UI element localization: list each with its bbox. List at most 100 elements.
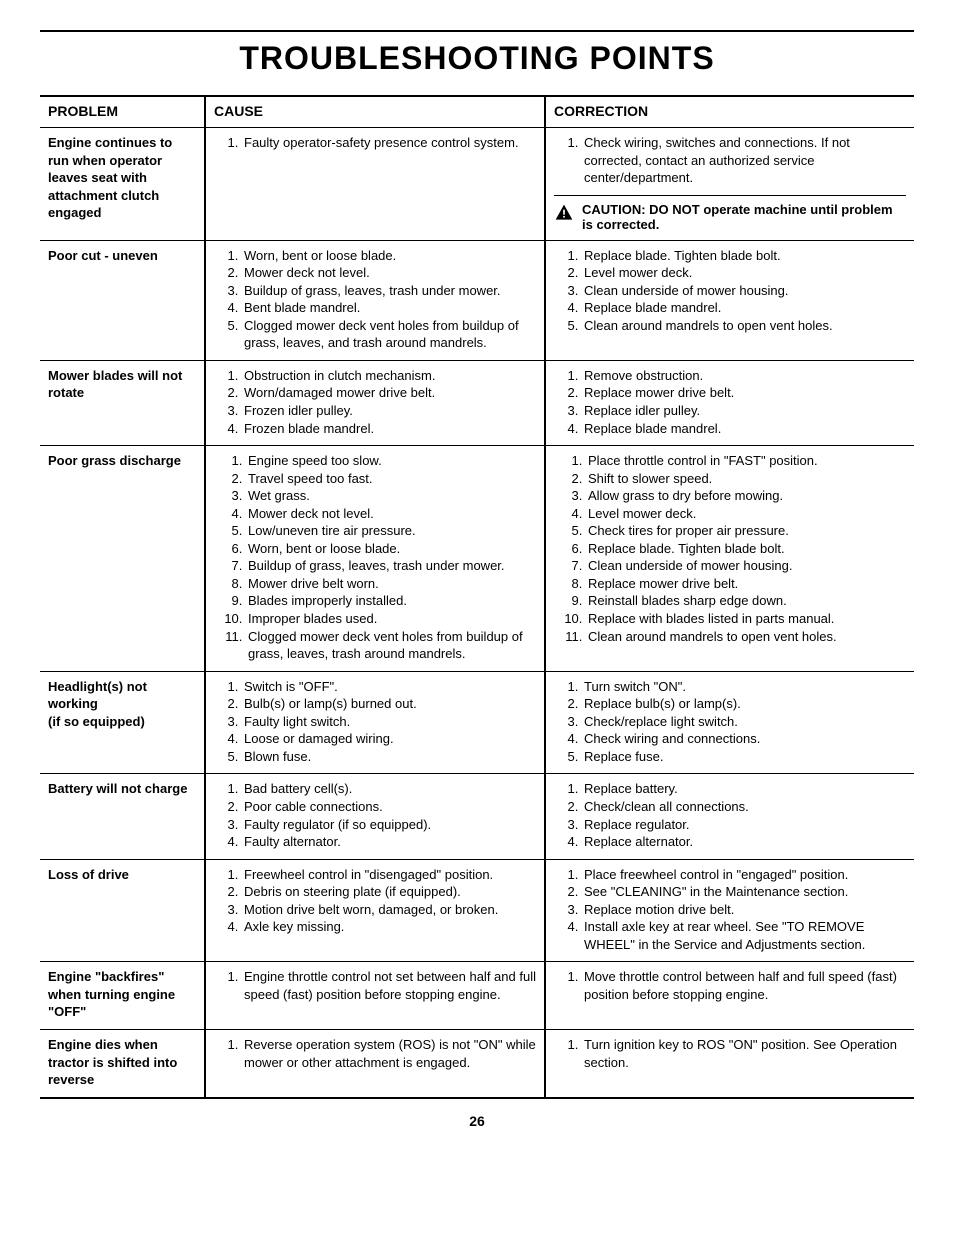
correction-item: Replace mower drive belt. [582, 384, 906, 402]
correction-item: Replace with blades listed in parts manu… [586, 610, 906, 628]
correction-item: Check wiring and connections. [582, 730, 906, 748]
correction-cell: Place freewheel control in "engaged" pos… [545, 859, 914, 962]
col-header-problem: PROBLEM [40, 96, 205, 128]
cause-item: Clogged mower deck vent holes from build… [242, 317, 536, 352]
problem-cell: Mower blades will not rotate [40, 360, 205, 445]
problem-cell: Poor cut - uneven [40, 240, 205, 360]
table-row: Battery will not chargeBad battery cell(… [40, 774, 914, 859]
cause-cell: Bad battery cell(s).Poor cable connectio… [205, 774, 545, 859]
table-row: Mower blades will not rotateObstruction … [40, 360, 914, 445]
correction-item: Replace alternator. [582, 833, 906, 851]
problem-cell: Headlight(s) not working(if so equipped) [40, 671, 205, 774]
caution-block: CAUTION: DO NOT operate machine until pr… [554, 195, 906, 232]
cause-item: Frozen blade mandrel. [242, 420, 536, 438]
cause-item: Blown fuse. [242, 748, 536, 766]
cause-item: Worn, bent or loose blade. [246, 540, 536, 558]
table-row: Engine dies when tractor is shifted into… [40, 1029, 914, 1097]
cause-item: Travel speed too fast. [246, 470, 536, 488]
problem-cell: Engine "backfires" when turning engine "… [40, 962, 205, 1030]
correction-item: Shift to slower speed. [586, 470, 906, 488]
cause-item: Obstruction in clutch mechanism. [242, 367, 536, 385]
cause-item: Wet grass. [246, 487, 536, 505]
cause-item: Engine throttle control not set between … [242, 968, 536, 1003]
correction-item: Reinstall blades sharp edge down. [586, 592, 906, 610]
correction-item: Replace blade mandrel. [582, 420, 906, 438]
cause-item: Buildup of grass, leaves, trash under mo… [242, 282, 536, 300]
correction-item: Replace blade mandrel. [582, 299, 906, 317]
cause-cell: Freewheel control in "disengaged" positi… [205, 859, 545, 962]
correction-item: Place throttle control in "FAST" positio… [586, 452, 906, 470]
correction-cell: Move throttle control between half and f… [545, 962, 914, 1030]
correction-item: Turn switch "ON". [582, 678, 906, 696]
correction-cell: Place throttle control in "FAST" positio… [545, 446, 914, 672]
warning-icon [554, 203, 576, 226]
cause-item: Bent blade mandrel. [242, 299, 536, 317]
cause-item: Mower drive belt worn. [246, 575, 536, 593]
cause-item: Frozen idler pulley. [242, 402, 536, 420]
correction-item: Turn ignition key to ROS "ON" position. … [582, 1036, 906, 1071]
cause-item: Mower deck not level. [242, 264, 536, 282]
correction-item: Replace mower drive belt. [586, 575, 906, 593]
cause-cell: Obstruction in clutch mechanism.Worn/dam… [205, 360, 545, 445]
correction-cell: Replace battery.Check/clean all connecti… [545, 774, 914, 859]
cause-item: Axle key missing. [242, 918, 536, 936]
table-row: Engine "backfires" when turning engine "… [40, 962, 914, 1030]
cause-item: Faulty light switch. [242, 713, 536, 731]
table-row: Loss of driveFreewheel control in "disen… [40, 859, 914, 962]
cause-item: Blades improperly installed. [246, 592, 536, 610]
correction-item: Replace battery. [582, 780, 906, 798]
troubleshooting-table: PROBLEM CAUSE CORRECTION Engine continue… [40, 95, 914, 1099]
correction-item: Level mower deck. [586, 505, 906, 523]
cause-cell: Engine throttle control not set between … [205, 962, 545, 1030]
top-rule [40, 30, 914, 32]
cause-item: Faulty alternator. [242, 833, 536, 851]
cause-item: Motion drive belt worn, damaged, or brok… [242, 901, 536, 919]
correction-item: Check/replace light switch. [582, 713, 906, 731]
cause-item: Improper blades used. [246, 610, 536, 628]
caution-text: CAUTION: DO NOT operate machine until pr… [582, 202, 906, 232]
cause-item: Debris on steering plate (if equipped). [242, 883, 536, 901]
page-number: 26 [40, 1113, 914, 1129]
problem-cell: Poor grass discharge [40, 446, 205, 672]
correction-item: Move throttle control between half and f… [582, 968, 906, 1003]
col-header-correction: CORRECTION [545, 96, 914, 128]
correction-item: Remove obstruction. [582, 367, 906, 385]
cause-item: Reverse operation system (ROS) is not "O… [242, 1036, 536, 1071]
cause-item: Switch is "OFF". [242, 678, 536, 696]
cause-cell: Faulty operator-safety presence control … [205, 128, 545, 241]
problem-cell: Loss of drive [40, 859, 205, 962]
cause-item: Loose or damaged wiring. [242, 730, 536, 748]
correction-item: Clean around mandrels to open vent holes… [586, 628, 906, 646]
cause-item: Bad battery cell(s). [242, 780, 536, 798]
correction-item: Replace blade. Tighten blade bolt. [586, 540, 906, 558]
table-row: Poor cut - unevenWorn, bent or loose bla… [40, 240, 914, 360]
cause-item: Clogged mower deck vent holes from build… [246, 628, 536, 663]
correction-item: Replace bulb(s) or lamp(s). [582, 695, 906, 713]
cause-cell: Reverse operation system (ROS) is not "O… [205, 1029, 545, 1097]
table-row: Headlight(s) not working(if so equipped)… [40, 671, 914, 774]
correction-cell: Turn switch "ON".Replace bulb(s) or lamp… [545, 671, 914, 774]
correction-item: Replace regulator. [582, 816, 906, 834]
cause-item: Low/uneven tire air pressure. [246, 522, 536, 540]
problem-cell: Engine dies when tractor is shifted into… [40, 1029, 205, 1097]
cause-item: Bulb(s) or lamp(s) burned out. [242, 695, 536, 713]
correction-cell: Remove obstruction.Replace mower drive b… [545, 360, 914, 445]
table-header-row: PROBLEM CAUSE CORRECTION [40, 96, 914, 128]
cause-item: Poor cable connections. [242, 798, 536, 816]
correction-cell: Turn ignition key to ROS "ON" position. … [545, 1029, 914, 1097]
cause-item: Buildup of grass, leaves, trash under mo… [246, 557, 536, 575]
cause-cell: Switch is "OFF".Bulb(s) or lamp(s) burne… [205, 671, 545, 774]
cause-item: Worn/damaged mower drive belt. [242, 384, 536, 402]
problem-cell: Battery will not charge [40, 774, 205, 859]
page-title: TROUBLESHOOTING POINTS [40, 40, 914, 77]
cause-cell: Worn, bent or loose blade.Mower deck not… [205, 240, 545, 360]
correction-item: Level mower deck. [582, 264, 906, 282]
table-row: Engine continues to run when operator le… [40, 128, 914, 241]
correction-item: Replace fuse. [582, 748, 906, 766]
correction-item: Check tires for proper air pressure. [586, 522, 906, 540]
correction-item: Check wiring, switches and connections. … [582, 134, 906, 187]
cause-item: Mower deck not level. [246, 505, 536, 523]
correction-item: Replace motion drive belt. [582, 901, 906, 919]
col-header-cause: CAUSE [205, 96, 545, 128]
cause-item: Faulty operator-safety presence control … [242, 134, 536, 152]
